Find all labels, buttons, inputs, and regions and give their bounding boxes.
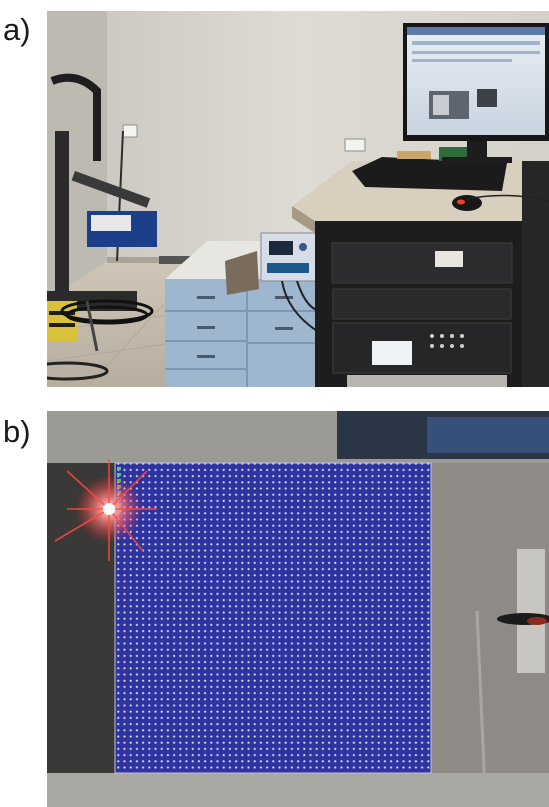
desk-cabinet [165,232,325,387]
panel-a-label: a) [3,12,31,47]
lab-setup-illustration [47,11,549,387]
scanner-rig [47,73,199,381]
scan-grid-illustration [47,411,549,807]
laser-spot [54,459,157,561]
equipment-rack [292,161,549,387]
photo-scan-grid [47,411,549,807]
panel-b-label: b) [3,414,31,449]
computer-monitor [403,23,549,163]
scan-point-grid [115,463,431,773]
photo-lab-setup [47,11,549,387]
